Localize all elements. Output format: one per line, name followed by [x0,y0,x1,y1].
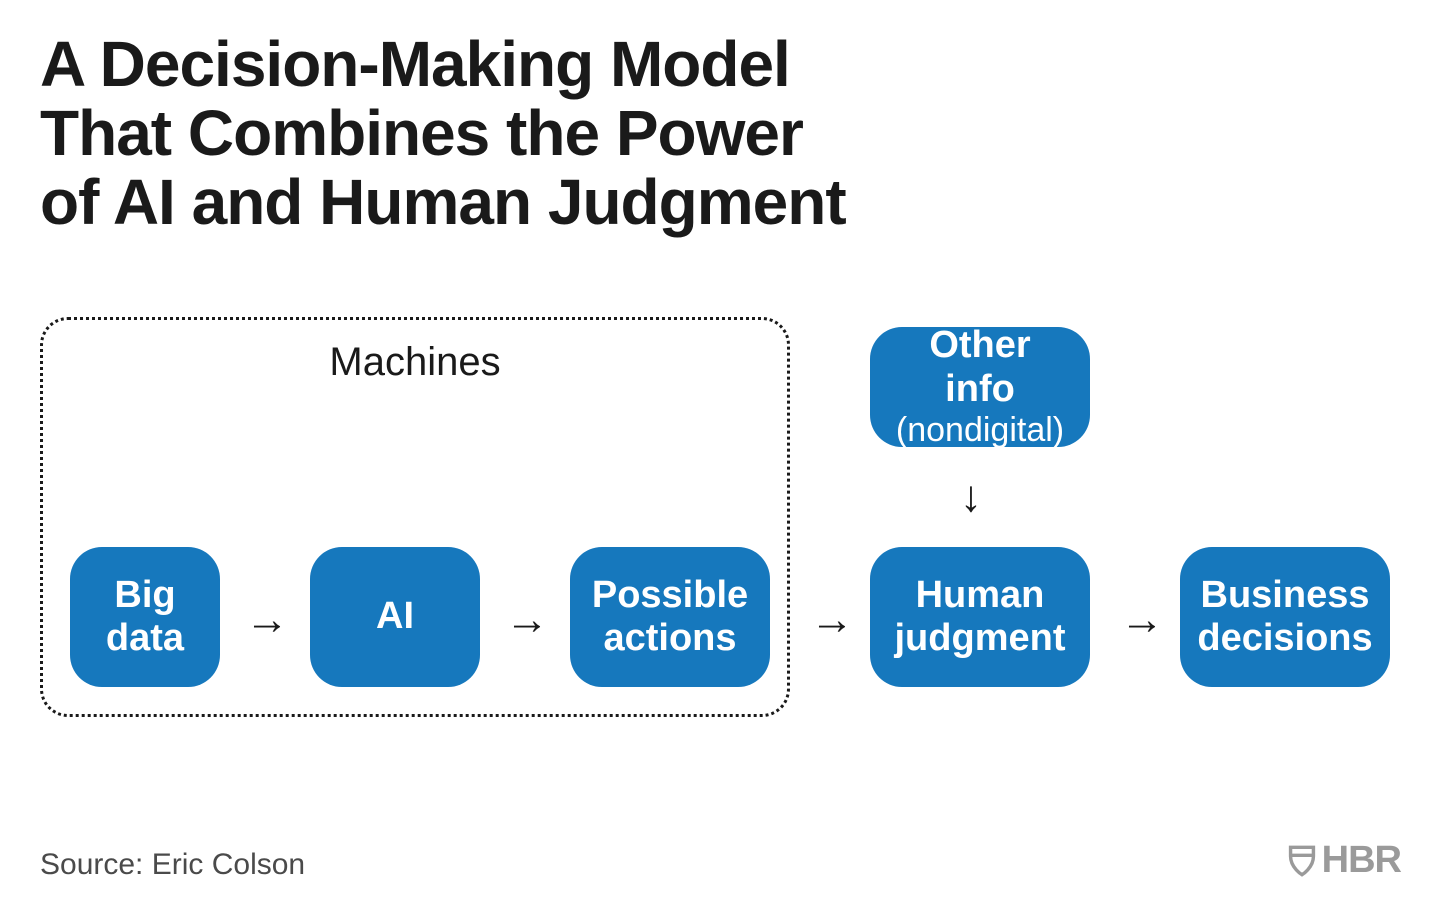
node-big-data: Bigdata [70,547,220,687]
shield-icon [1288,845,1316,877]
machines-group-label: Machines [43,340,787,385]
node-other-info: Other info(nondigital) [870,327,1090,447]
hbr-logo: HBR [1288,839,1401,882]
node-ai: AI [310,547,480,687]
arrow-a4: → [1120,595,1164,645]
page-title: A Decision-Making ModelThat Combines the… [40,30,1401,237]
arrow-a5: ↓ [960,472,982,522]
arrow-a1: → [245,595,289,645]
diagram-area: Machines Bigdata AI Possibleactions Other i… [40,317,1401,817]
hbr-logo-text: HBR [1322,839,1401,882]
node-possible-actions: Possibleactions [570,547,770,687]
node-business-decisions: Businessdecisions [1180,547,1390,687]
arrow-a2: → [505,595,549,645]
arrow-a3: → [810,595,854,645]
node-human-judgment: Humanjudgment [870,547,1090,687]
source-attribution: Source: Eric Colson [40,848,305,882]
